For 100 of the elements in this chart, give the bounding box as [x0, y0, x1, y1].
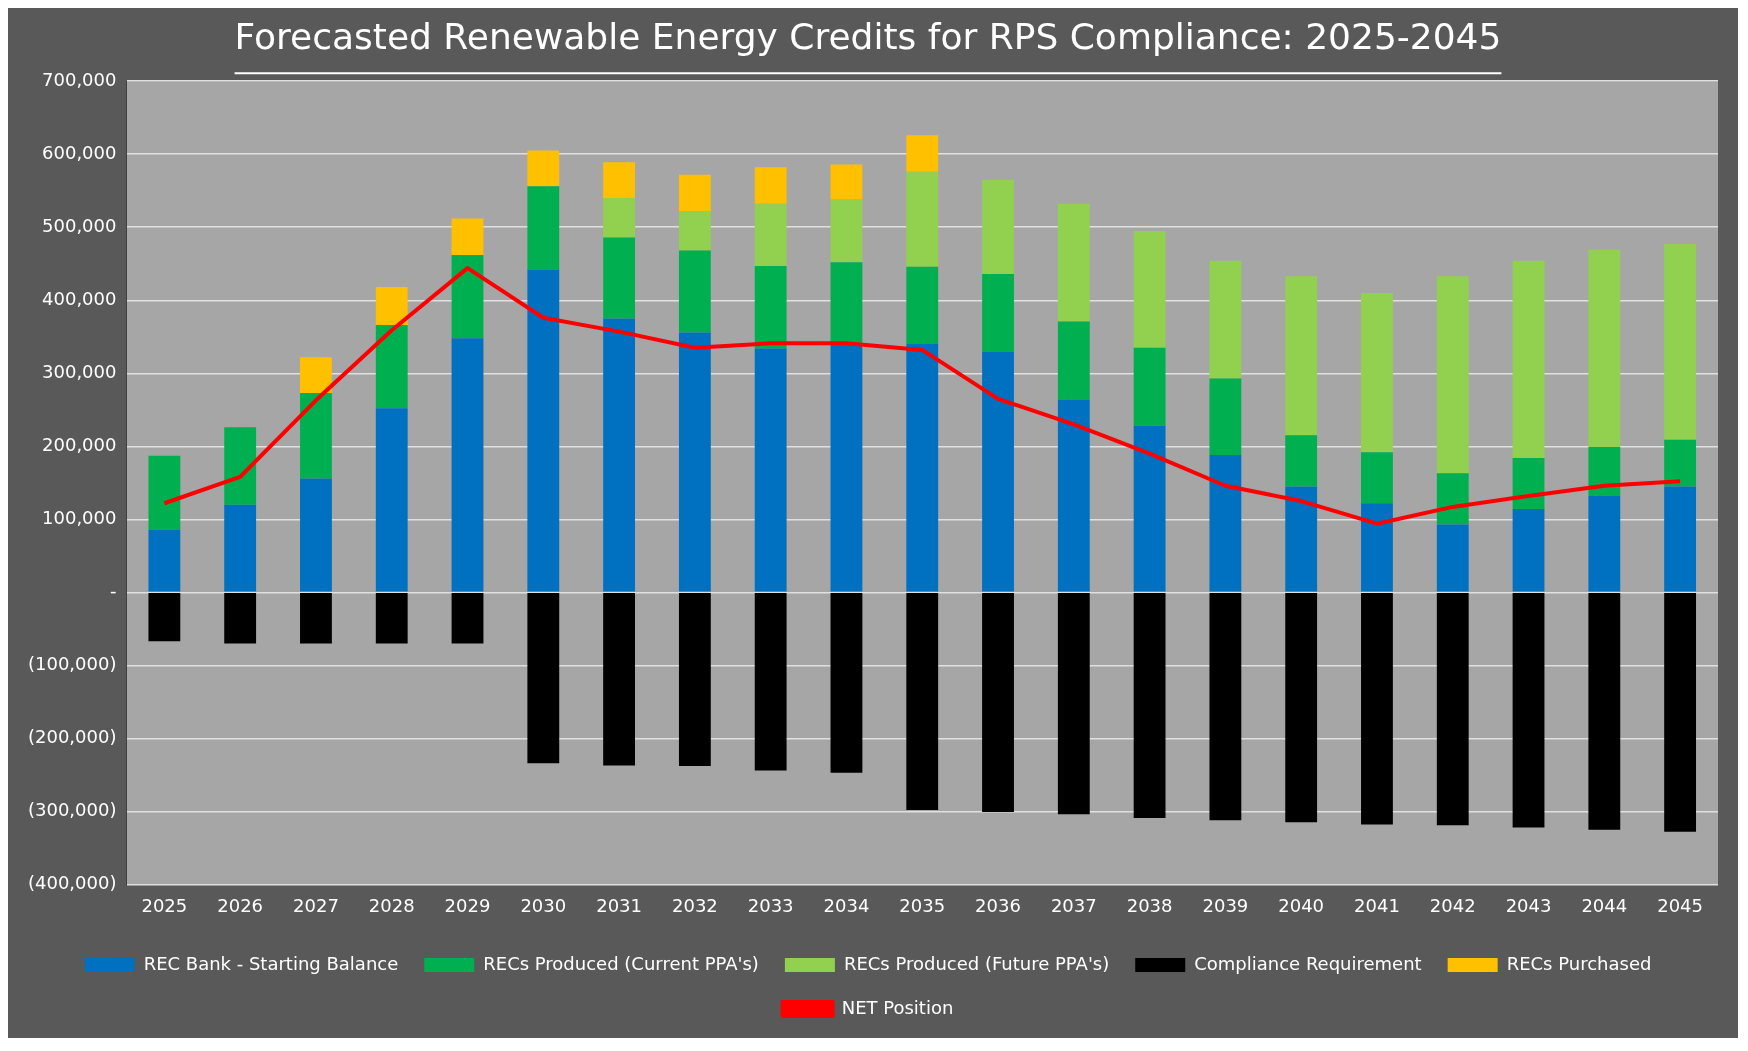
bar — [300, 478, 332, 592]
bar — [1057, 321, 1090, 400]
bar — [1285, 276, 1318, 436]
bar — [754, 167, 787, 204]
bar — [300, 593, 332, 644]
bar — [1512, 509, 1545, 592]
bar — [1361, 503, 1393, 592]
bar — [148, 455, 181, 530]
bar — [1285, 486, 1318, 592]
x-tick-label: 2039 — [1202, 894, 1249, 916]
x-tick-label: 2033 — [747, 894, 794, 916]
x-tick-label: 2038 — [1126, 894, 1173, 916]
legend-label: RECs Produced (Current PPA's) — [483, 952, 759, 974]
bar — [906, 171, 939, 267]
x-tick-label: 2044 — [1581, 894, 1628, 916]
bar — [1209, 260, 1242, 379]
bar — [527, 186, 560, 270]
bar — [906, 266, 939, 345]
x-tick-label: 2041 — [1354, 894, 1400, 916]
bar — [1057, 203, 1090, 322]
bar — [1209, 455, 1242, 592]
bar — [527, 150, 560, 187]
chart-title: Forecasted Renewable Energy Credits for RPS Compliance: 2025-2045 — [234, 15, 1502, 57]
legend-label: RECs Produced (Future PPA's) — [843, 952, 1110, 974]
x-tick-label: 2029 — [444, 894, 491, 916]
bar — [603, 198, 636, 238]
bar — [1664, 244, 1697, 440]
bar — [830, 593, 863, 773]
x-tick-label: 2037 — [1050, 894, 1097, 916]
bar — [451, 593, 484, 644]
bar — [906, 593, 939, 810]
bar — [1436, 473, 1469, 525]
y-tick-label: 500,000 — [42, 214, 117, 236]
bar — [451, 218, 484, 255]
bar — [148, 593, 181, 642]
bar — [1664, 593, 1697, 832]
bar — [830, 164, 863, 200]
bar — [603, 237, 636, 319]
y-tick-label: 700,000 — [42, 68, 117, 90]
bar — [982, 593, 1014, 813]
bar — [1588, 249, 1621, 448]
legend-label: NET Position — [841, 996, 954, 1018]
bar — [1361, 452, 1393, 504]
bar — [224, 593, 257, 644]
bar — [1664, 439, 1697, 487]
y-tick-label: (400,000) — [28, 872, 117, 894]
bar — [603, 593, 636, 766]
bar — [678, 211, 711, 251]
y-tick-label: (200,000) — [28, 726, 117, 748]
bar — [1512, 593, 1545, 828]
bar — [148, 529, 181, 592]
y-tick-label: 300,000 — [42, 360, 117, 382]
y-tick-label: 400,000 — [42, 287, 117, 309]
y-tick-label: 600,000 — [42, 141, 117, 163]
bar — [1512, 260, 1545, 458]
bar — [1209, 378, 1242, 456]
x-tick-label: 2031 — [596, 894, 642, 916]
bar — [451, 338, 484, 592]
bar — [1436, 276, 1469, 474]
bar — [1133, 347, 1166, 426]
bar — [830, 199, 863, 263]
bar — [1436, 593, 1469, 826]
x-tick-label: 2045 — [1657, 894, 1704, 916]
bar — [1133, 230, 1166, 348]
bar — [1588, 447, 1621, 496]
bar — [375, 287, 408, 326]
bar — [1361, 292, 1393, 453]
bar — [678, 174, 711, 212]
y-tick-label: - — [109, 580, 117, 601]
bar — [754, 593, 787, 771]
bar — [678, 250, 711, 333]
x-tick-label: 2040 — [1278, 894, 1325, 916]
bar — [527, 593, 560, 764]
x-tick-label: 2036 — [975, 894, 1021, 916]
bar — [1133, 425, 1166, 592]
bar — [1664, 486, 1697, 592]
x-tick-label: 2034 — [823, 894, 870, 916]
x-tick-label: 2035 — [899, 894, 946, 916]
bar — [1133, 593, 1166, 818]
bar — [830, 344, 863, 592]
x-tick-label: 2026 — [217, 894, 264, 916]
bar — [754, 203, 787, 266]
bar — [224, 504, 257, 592]
x-tick-label: 2030 — [520, 894, 567, 916]
legend-label: RECs Purchased — [1506, 952, 1652, 974]
bar — [603, 318, 636, 592]
bar — [1209, 593, 1242, 821]
bar — [300, 357, 332, 393]
bar — [1436, 524, 1469, 592]
bar — [224, 427, 257, 505]
bar — [300, 392, 332, 479]
bar — [982, 352, 1014, 592]
x-tick-label: 2042 — [1429, 894, 1476, 916]
bar — [906, 135, 939, 172]
bar — [678, 332, 711, 592]
x-tick-label: 2025 — [141, 894, 188, 916]
bar — [678, 593, 711, 767]
bar — [1057, 593, 1090, 815]
y-tick-label: 200,000 — [42, 433, 117, 455]
legend-label: REC Bank - Starting Balance — [143, 952, 399, 974]
